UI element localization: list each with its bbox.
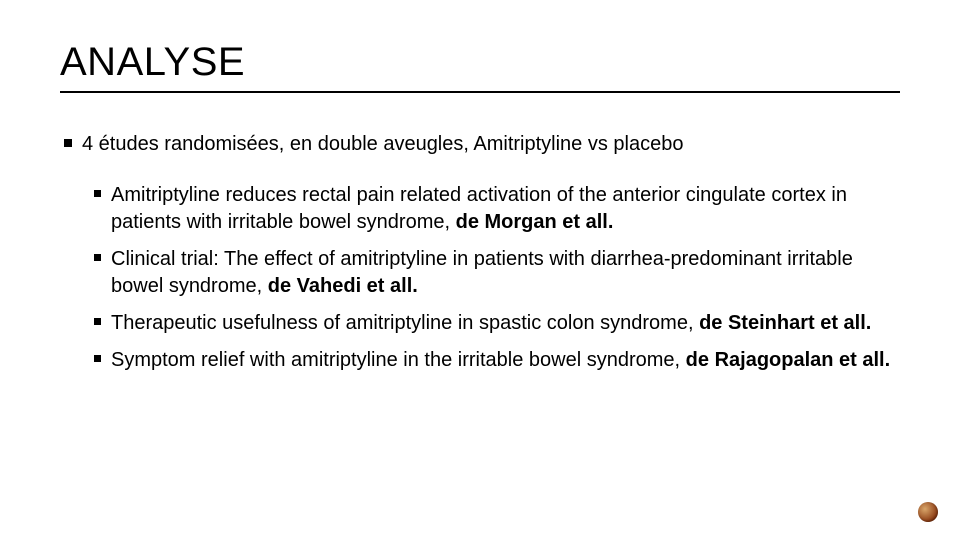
study-text: Therapeutic usefulness of amitriptyline … — [111, 312, 699, 334]
slide-title: ANALYSE — [60, 40, 900, 93]
list-item-text: Therapeutic usefulness of amitriptyline … — [111, 310, 871, 337]
square-bullet-icon — [94, 355, 101, 362]
study-text: Clinical trial: The effect of amitriptyl… — [111, 248, 853, 297]
study-author: de Steinhart et all. — [699, 312, 871, 334]
corner-dot-icon — [918, 502, 938, 522]
study-text: Symptom relief with amitriptyline in the… — [111, 349, 686, 371]
list-item: Therapeutic usefulness of amitriptyline … — [94, 310, 900, 337]
lvl2-list: Amitriptyline reduces rectal pain relate… — [64, 182, 900, 374]
bullet-lvl1: 4 études randomisées, en double aveugles… — [64, 131, 900, 158]
study-author: de Morgan et all. — [456, 211, 614, 233]
list-item-text: Amitriptyline reduces rectal pain relate… — [111, 182, 891, 236]
study-author: de Rajagopalan et all. — [686, 349, 891, 371]
list-item: Symptom relief with amitriptyline in the… — [94, 347, 900, 374]
square-bullet-icon — [64, 139, 72, 147]
slide-content: 4 études randomisées, en double aveugles… — [60, 131, 900, 374]
list-item-text: Symptom relief with amitriptyline in the… — [111, 347, 890, 374]
lvl1-text: 4 études randomisées, en double aveugles… — [82, 131, 683, 158]
list-item-text: Clinical trial: The effect of amitriptyl… — [111, 246, 891, 300]
slide: ANALYSE 4 études randomisées, en double … — [0, 0, 960, 540]
list-item: Clinical trial: The effect of amitriptyl… — [94, 246, 900, 300]
square-bullet-icon — [94, 190, 101, 197]
study-author: de Vahedi et all. — [268, 275, 418, 297]
list-item: Amitriptyline reduces rectal pain relate… — [94, 182, 900, 236]
square-bullet-icon — [94, 318, 101, 325]
square-bullet-icon — [94, 254, 101, 261]
